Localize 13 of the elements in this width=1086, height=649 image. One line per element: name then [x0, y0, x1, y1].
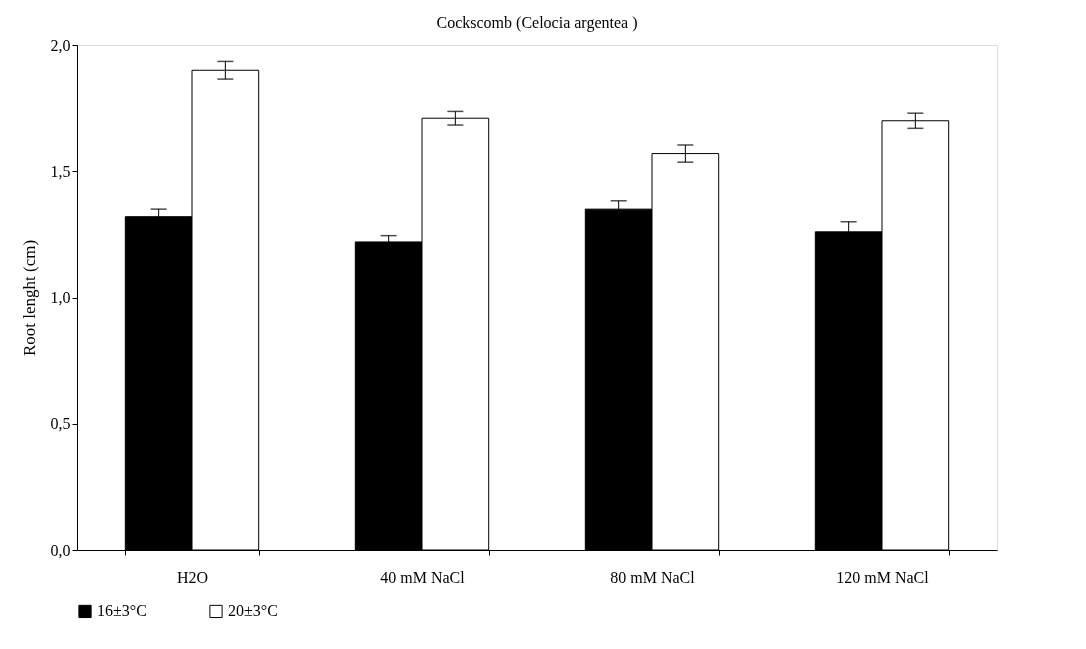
legend-label: 16±3°C [97, 602, 147, 620]
y-tick-label: 2,0 [50, 36, 71, 54]
x-tick-label: H2O [176, 568, 209, 586]
x-tick-label: 40 mM NaCl [380, 568, 466, 586]
x-tick-label: 80 mM NaCl [610, 568, 696, 586]
y-tick-label: 1,0 [50, 289, 71, 306]
chart-title: Cockscomb (Celocia argentea ) [436, 14, 638, 32]
y-tick-label: 0,5 [50, 415, 71, 433]
x-tick-label: 120 mM NaCl [836, 568, 930, 586]
legend-label: 20±3°C [228, 602, 278, 620]
y-tick-label: 0,0 [50, 541, 71, 559]
y-axis-title: Root lenght (cm) [19, 239, 39, 357]
y-tick-label: 1,5 [50, 162, 71, 180]
